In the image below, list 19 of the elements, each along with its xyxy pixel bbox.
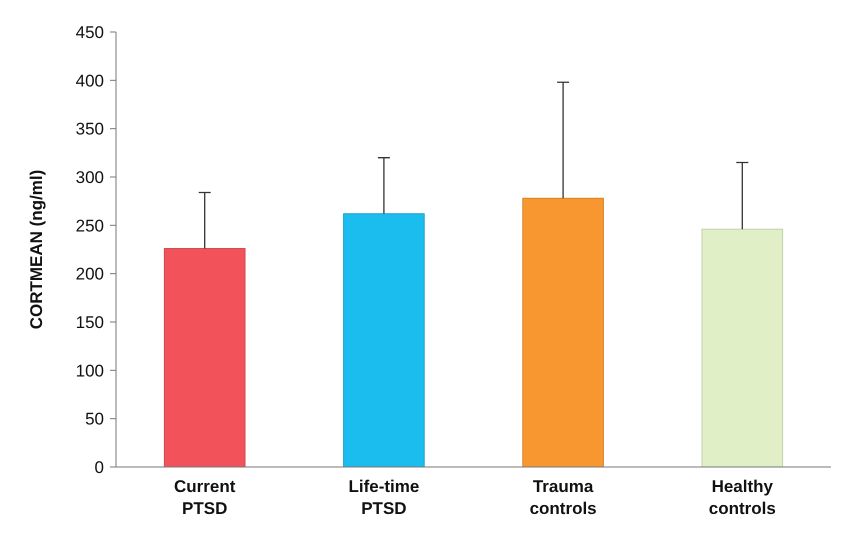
y-tick-label: 350 <box>76 120 104 139</box>
y-axis-title: CORTMEAN (ng/ml) <box>27 170 46 330</box>
bar <box>522 198 604 468</box>
y-tick-label: 150 <box>76 312 104 332</box>
bar <box>701 228 784 468</box>
y-tick-label: 50 <box>85 410 104 429</box>
y-tick-label: 450 <box>76 22 104 42</box>
y-tick-label: 300 <box>76 168 104 187</box>
bar <box>164 248 246 468</box>
y-tick-label: 200 <box>76 264 104 284</box>
x-tick-label: Life-time PTSD <box>348 477 420 518</box>
y-tick-label: 0 <box>94 458 104 477</box>
x-tick-label: Healthy controls <box>708 477 776 518</box>
y-tick-label: 100 <box>76 361 104 380</box>
bar <box>343 213 425 468</box>
x-tick-label: Trauma controls <box>530 477 597 518</box>
x-tick-label: Current PTSD <box>174 477 236 518</box>
y-tick-label: 250 <box>76 216 104 236</box>
y-tick-label: 400 <box>76 71 104 90</box>
